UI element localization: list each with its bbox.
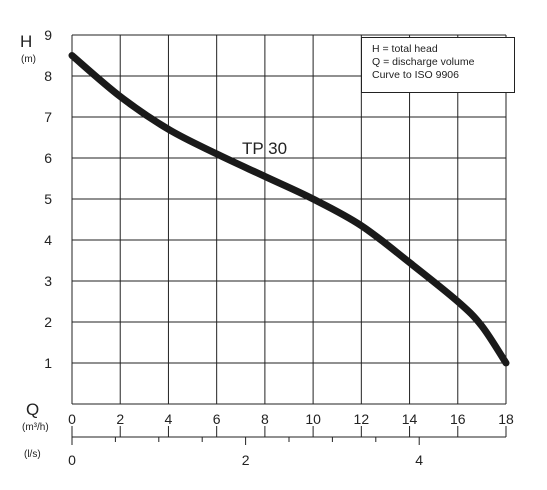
x2-tick-label: 2 [242,452,250,468]
y-axis-unit: (m) [21,54,36,65]
x2-axis-unit: (l/s) [24,449,41,460]
x-axis-letter: Q [26,400,39,419]
x2-axis-ticks: 0 2 4 [68,436,506,468]
x-tick-label: 18 [498,411,514,427]
x-tick-label: 8 [261,411,269,427]
y-axis-letter: H [20,32,32,51]
legend-box: H = total head Q = discharge volume Curv… [361,37,515,93]
y-tick-label: 2 [44,314,52,330]
x-tick-label: 14 [402,411,418,427]
x-tick-label: 16 [450,411,466,427]
x-tick-label: 12 [354,411,370,427]
x-tick-label: 10 [305,411,321,427]
x-axis-ticks: 0 2 4 6 8 10 12 14 16 18 [68,411,514,437]
y-tick-label: 9 [44,27,52,43]
x-tick-label: 2 [116,411,124,427]
y-tick-label: 6 [44,150,52,166]
y-tick-label: 8 [44,68,52,84]
y-tick-label: 5 [44,191,52,207]
y-tick-label: 4 [44,232,52,248]
y-tick-label: 7 [44,109,52,125]
series-line-tp30 [68,52,510,367]
x2-tick-label: 4 [415,452,423,468]
curve-layer [68,52,510,367]
x-tick-label: 0 [68,411,76,427]
y-axis-ticks: 1 2 3 4 5 6 7 8 9 [44,27,52,371]
legend-line-discharge-volume: Q = discharge volume [372,56,475,68]
x2-tick-label: 0 [68,452,76,468]
y-tick-label: 1 [44,355,52,371]
y-tick-label: 3 [44,273,52,289]
x-tick-label: 4 [165,411,173,427]
legend-line-iso-curve: Curve to ISO 9906 [372,69,459,81]
x-axis-unit: (m³/h) [22,422,49,433]
series-label: TP 30 [242,139,287,158]
legend-line-total-head: H = total head [372,43,438,55]
x-tick-label: 6 [213,411,221,427]
